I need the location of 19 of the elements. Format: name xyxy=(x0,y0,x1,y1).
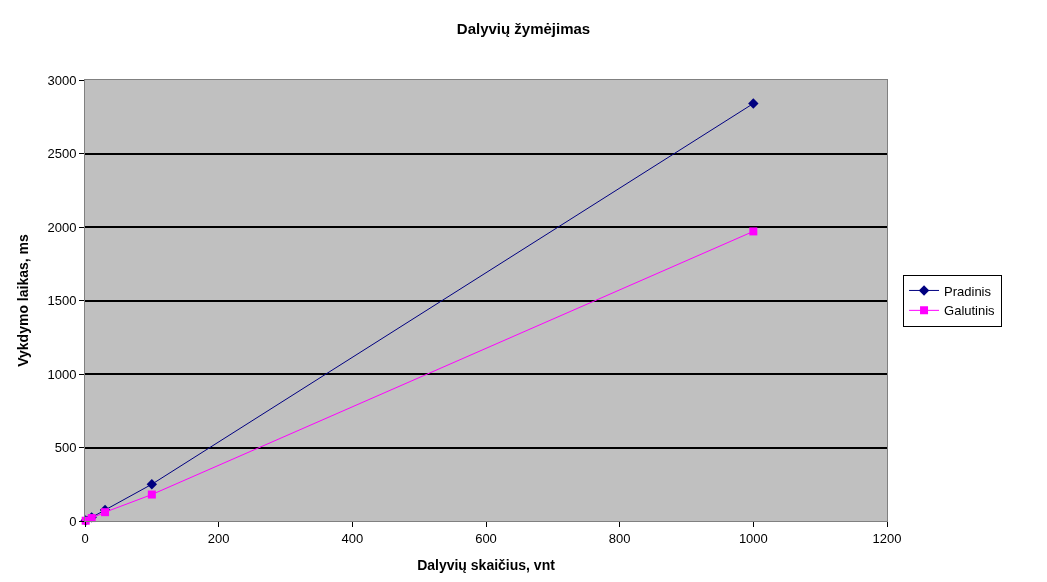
y-axis-title: Vykdymo laikas, ms xyxy=(15,234,32,367)
y-tick-label: 500 xyxy=(54,440,77,456)
x-tick-label: 200 xyxy=(207,530,230,546)
x-tick-label: 1200 xyxy=(872,530,902,546)
chart-title: Dalyvių žymėjimas xyxy=(456,19,591,37)
x-tick-label: 1000 xyxy=(738,530,768,546)
y-tick-label: 2500 xyxy=(47,146,77,162)
x-tick-label: 600 xyxy=(475,530,497,546)
y-tick-label: 2000 xyxy=(47,219,77,235)
x-tick-label: 400 xyxy=(341,530,364,546)
x-tick-label: 0 xyxy=(81,530,89,546)
y-tick-label: 1500 xyxy=(47,293,77,309)
x-axis-title: Dalyvių skaičius, vnt xyxy=(417,556,556,573)
y-tick-label: 1000 xyxy=(47,366,77,382)
x-tick-label: 800 xyxy=(608,530,631,546)
y-tick-label: 3000 xyxy=(47,72,77,88)
legend-label: Pradinis xyxy=(944,283,992,299)
legend-label: Galutinis xyxy=(944,303,996,319)
y-tick-label: 0 xyxy=(69,513,77,529)
